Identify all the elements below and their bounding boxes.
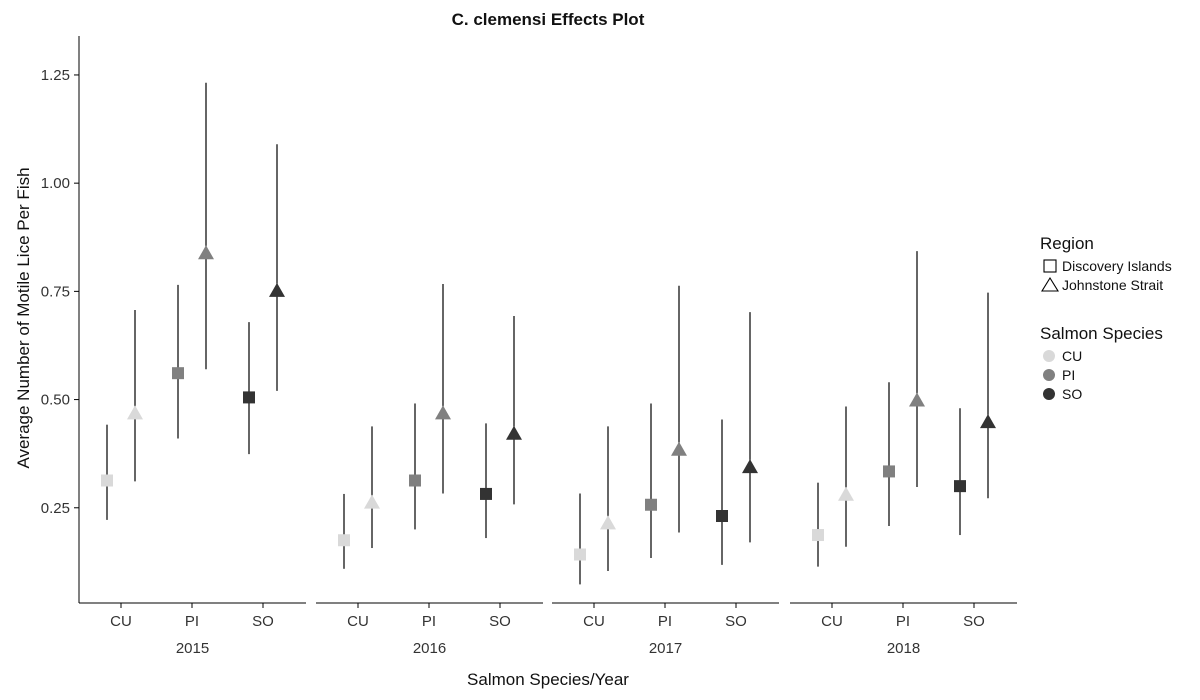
triangle-marker <box>506 425 522 440</box>
panel-2017: CU PI SO 2017 <box>552 602 779 657</box>
square-marker <box>954 480 966 493</box>
legend-species-title: Salmon Species <box>1040 324 1163 343</box>
x-tick-label: SO <box>252 613 274 630</box>
data-point-2018-SO-discovery <box>954 408 966 536</box>
x-tick-label: PI <box>896 613 910 630</box>
data-point-2017-CU-discovery <box>574 493 586 585</box>
legend-species-label: PI <box>1062 367 1075 383</box>
panel-year-label: 2017 <box>649 640 682 657</box>
legend: Region Discovery Islands Johnstone Strait… <box>1040 234 1172 402</box>
data-point-2018-CU-johnstone <box>838 406 854 547</box>
x-tick-label: PI <box>185 613 199 630</box>
square-marker <box>645 498 657 511</box>
square-marker <box>574 548 586 561</box>
y-tick-label: 0.75 <box>41 283 70 300</box>
data-point-2018-PI-discovery <box>883 382 895 526</box>
triangle-legend-icon <box>1041 276 1059 292</box>
panel-2016: CU PI SO 2016 <box>316 602 543 657</box>
square-marker <box>338 534 350 547</box>
triangle-marker <box>364 494 380 509</box>
y-tick-label: 1.25 <box>41 67 70 84</box>
data-point-2018-CU-discovery <box>812 482 824 567</box>
square-marker <box>243 391 255 404</box>
y-axis: 0.25 0.50 0.75 1.00 1.25 <box>41 36 80 603</box>
data-point-2017-PI-johnstone <box>671 285 687 533</box>
panel-2015: CU PI SO 2015 <box>79 602 306 657</box>
triangle-marker <box>980 414 996 429</box>
panel-year-label: 2015 <box>176 640 209 657</box>
triangle-marker <box>838 486 854 501</box>
legend-item-region: Discovery Islands <box>1043 258 1172 274</box>
legend-species-label: CU <box>1062 348 1082 364</box>
square-marker <box>101 474 113 487</box>
square-marker <box>480 487 492 500</box>
chart-title: C. clemensi Effects Plot <box>452 10 645 29</box>
data-point-2016-PI-discovery <box>409 403 421 530</box>
data-point-2017-SO-discovery <box>716 419 728 565</box>
square-marker <box>409 474 421 487</box>
legend-item-species: CU <box>1043 348 1082 364</box>
x-tick-label: CU <box>347 613 369 630</box>
legend-region-title: Region <box>1040 234 1094 253</box>
square-legend-icon <box>1043 259 1057 273</box>
triangle-marker <box>127 405 143 420</box>
square-marker <box>716 510 728 523</box>
data-point-2016-CU-johnstone <box>364 426 380 549</box>
y-axis-title: Average Number of Motile Lice Per Fish <box>14 167 33 468</box>
legend-item-region: Johnstone Strait <box>1041 276 1163 293</box>
data-point-2016-SO-discovery <box>480 423 492 539</box>
data-point-2018-PI-johnstone <box>909 251 925 488</box>
circle-legend-icon <box>1043 388 1055 400</box>
data-point-2015-CU-discovery <box>101 424 113 520</box>
legend-region-items: Discovery Islands Johnstone Strait <box>1041 258 1172 293</box>
data-point-2015-PI-johnstone <box>198 82 214 370</box>
x-tick-label: SO <box>725 613 747 630</box>
x-tick-label: PI <box>658 613 672 630</box>
square-marker <box>812 529 824 542</box>
y-tick-label: 1.00 <box>41 175 70 192</box>
data-point-2016-PI-johnstone <box>435 284 451 494</box>
data-point-2018-SO-johnstone <box>980 292 996 499</box>
data-point-2017-SO-johnstone <box>742 312 758 543</box>
data-point-2017-PI-discovery <box>645 403 657 558</box>
data-point-2015-SO-johnstone <box>269 144 285 391</box>
data-point-2016-CU-discovery <box>338 493 350 569</box>
x-tick-label: CU <box>821 613 843 630</box>
legend-region-label: Johnstone Strait <box>1062 277 1163 293</box>
y-tick-label: 0.50 <box>41 392 70 409</box>
legend-species-items: CU PI SO <box>1043 348 1082 402</box>
y-tick-label: 0.25 <box>41 500 70 517</box>
panel-year-label: 2016 <box>413 640 446 657</box>
x-tick-label: CU <box>583 613 605 630</box>
triangle-marker <box>600 515 616 530</box>
circle-legend-icon <box>1043 369 1055 381</box>
triangle-marker <box>671 441 687 456</box>
legend-species-label: SO <box>1062 386 1082 402</box>
panel-year-label: 2018 <box>887 640 920 657</box>
panels: CU PI SO 2015 CU PI SO 2016 CU PI SO 2017 CU PI SO 2018 <box>79 82 1017 657</box>
legend-item-species: SO <box>1043 386 1082 402</box>
circle-legend-icon <box>1043 350 1055 362</box>
data-point-2015-SO-discovery <box>243 322 255 455</box>
data-point-2015-CU-johnstone <box>127 309 143 482</box>
triangle-marker <box>269 282 285 297</box>
legend-item-species: PI <box>1043 367 1075 383</box>
triangle-marker <box>909 392 925 407</box>
x-tick-label: PI <box>422 613 436 630</box>
x-tick-label: CU <box>110 613 132 630</box>
x-tick-label: SO <box>489 613 511 630</box>
x-tick-label: SO <box>963 613 985 630</box>
triangle-marker <box>198 245 214 260</box>
square-marker <box>883 465 895 478</box>
data-point-2015-PI-discovery <box>172 284 184 439</box>
triangle-marker <box>742 459 758 474</box>
x-axis-title: Salmon Species/Year <box>467 670 629 689</box>
data-point-2016-SO-johnstone <box>506 316 522 505</box>
legend-region-label: Discovery Islands <box>1062 258 1172 274</box>
data-point-2017-CU-johnstone <box>600 426 616 571</box>
panel-2018: CU PI SO 2018 <box>790 602 1017 657</box>
triangle-marker <box>435 405 451 420</box>
square-marker <box>172 367 184 380</box>
